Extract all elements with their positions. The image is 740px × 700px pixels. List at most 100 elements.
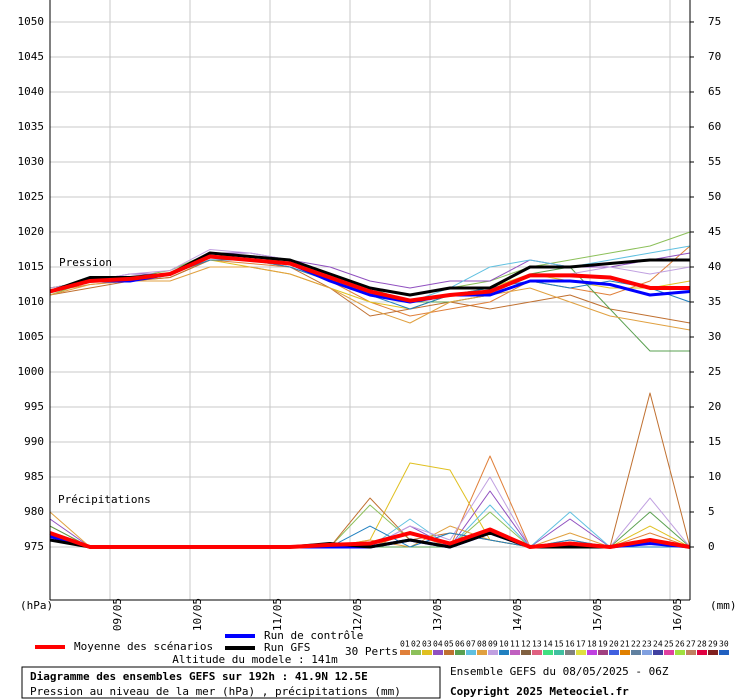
y2-tick-label: 60 <box>708 120 721 133</box>
member-label: 06 <box>455 640 465 649</box>
y2-tick-label: 70 <box>708 50 721 63</box>
member-label: 14 <box>543 640 553 649</box>
title: Diagramme des ensembles GEFS sur 192h : … <box>30 670 368 683</box>
x-tick-label: 09/05 <box>111 598 124 631</box>
series-line <box>49 259 691 324</box>
legend-label: Moyenne des scénarios <box>74 640 213 653</box>
member-label: 01 <box>400 640 410 649</box>
member-swatch <box>444 650 454 655</box>
member-label: 09 <box>488 640 498 649</box>
member-label: 17 <box>576 640 586 649</box>
member-label: 16 <box>565 640 575 649</box>
member-label: 13 <box>532 640 542 649</box>
member-swatch <box>664 650 674 655</box>
pressure-label: Pression <box>59 256 112 269</box>
member-swatch <box>576 650 586 655</box>
member-swatch <box>422 650 432 655</box>
y2-tick-label: 5 <box>708 505 715 518</box>
member-swatch <box>653 650 663 655</box>
member-swatch <box>455 650 465 655</box>
x-tick-label: 11/05 <box>271 598 284 631</box>
member-label: 24 <box>653 640 663 649</box>
y2-tick-label: 20 <box>708 400 721 413</box>
y2-tick-label: 45 <box>708 225 721 238</box>
member-swatch <box>521 650 531 655</box>
member-label: 12 <box>521 640 531 649</box>
member-swatch <box>411 650 421 655</box>
y-tick-label: 975 <box>24 540 44 553</box>
member-label: 04 <box>433 640 443 649</box>
member-swatch <box>598 650 608 655</box>
legend-label: Run GFS <box>264 641 310 654</box>
member-label: 29 <box>708 640 718 649</box>
y-tick-label: 1000 <box>18 365 45 378</box>
member-label: 21 <box>620 640 630 649</box>
member-label: 19 <box>598 640 608 649</box>
y2-tick-label: 55 <box>708 155 721 168</box>
x-tick-label: 14/05 <box>511 598 524 631</box>
x-tick-label: 12/05 <box>351 598 364 631</box>
member-swatch <box>686 650 696 655</box>
member-label: 27 <box>686 640 696 649</box>
perts-label: 30 Perts. <box>345 645 405 658</box>
member-label: 03 <box>422 640 432 649</box>
member-label: 26 <box>675 640 685 649</box>
y-tick-label: 1045 <box>18 50 45 63</box>
y2-tick-label: 35 <box>708 295 721 308</box>
member-label: 02 <box>411 640 421 649</box>
member-label: 30 <box>719 640 729 649</box>
legend-label: Run de contrôle <box>264 629 363 642</box>
y-tick-label: 990 <box>24 435 44 448</box>
member-swatch <box>488 650 498 655</box>
y2-axis-label: (mm) <box>710 599 737 612</box>
member-swatch <box>433 650 443 655</box>
y-tick-label: 1020 <box>18 225 45 238</box>
member-label: 18 <box>587 640 597 649</box>
y-tick-label: 980 <box>24 505 44 518</box>
member-label: 23 <box>642 640 652 649</box>
member-label: 20 <box>609 640 619 649</box>
y-tick-label: 1010 <box>18 295 45 308</box>
member-swatch <box>510 650 520 655</box>
y2-tick-label: 50 <box>708 190 721 203</box>
grid <box>50 0 690 600</box>
y-tick-label: 1015 <box>18 260 45 273</box>
x-tick-label: 10/05 <box>191 598 204 631</box>
series-line <box>49 266 691 331</box>
member-label: 25 <box>664 640 674 649</box>
member-swatch <box>477 650 487 655</box>
member-swatch <box>466 650 476 655</box>
member-label: 28 <box>697 640 707 649</box>
series-line <box>49 254 690 303</box>
y2-tick-label: 40 <box>708 260 721 273</box>
member-swatch <box>708 650 718 655</box>
y-tick-label: 1035 <box>18 120 45 133</box>
member-swatch <box>565 650 575 655</box>
member-label: 15 <box>554 640 564 649</box>
y2-tick-label: 0 <box>708 540 715 553</box>
member-swatch <box>697 650 707 655</box>
y-tick-label: 1030 <box>18 155 45 168</box>
member-swatch <box>587 650 597 655</box>
subtitle: Pression au niveau de la mer (hPa) , pré… <box>30 685 401 698</box>
x-tick-label: 13/05 <box>431 598 444 631</box>
lines <box>49 231 691 550</box>
y2-tick-label: 75 <box>708 15 721 28</box>
x-tick-label: 15/05 <box>591 598 604 631</box>
member-label: 07 <box>466 640 476 649</box>
altitude: Altitude du modele : 141m <box>172 653 338 666</box>
x-tick-label: 16/05 <box>671 598 684 631</box>
title-box <box>21 666 441 699</box>
y2-tick-label: 10 <box>708 470 721 483</box>
y2-tick-label: 65 <box>708 85 721 98</box>
member-swatch <box>499 650 509 655</box>
member-swatch <box>719 650 729 655</box>
member-label: 11 <box>510 640 520 649</box>
y-tick-label: 1040 <box>18 85 45 98</box>
run-info: Ensemble GEFS du 08/05/2025 - 06Z <box>450 665 669 678</box>
y-tick-label: 1005 <box>18 330 45 343</box>
member-label: 10 <box>499 640 509 649</box>
y2-tick-label: 25 <box>708 365 721 378</box>
member-label: 22 <box>631 640 641 649</box>
